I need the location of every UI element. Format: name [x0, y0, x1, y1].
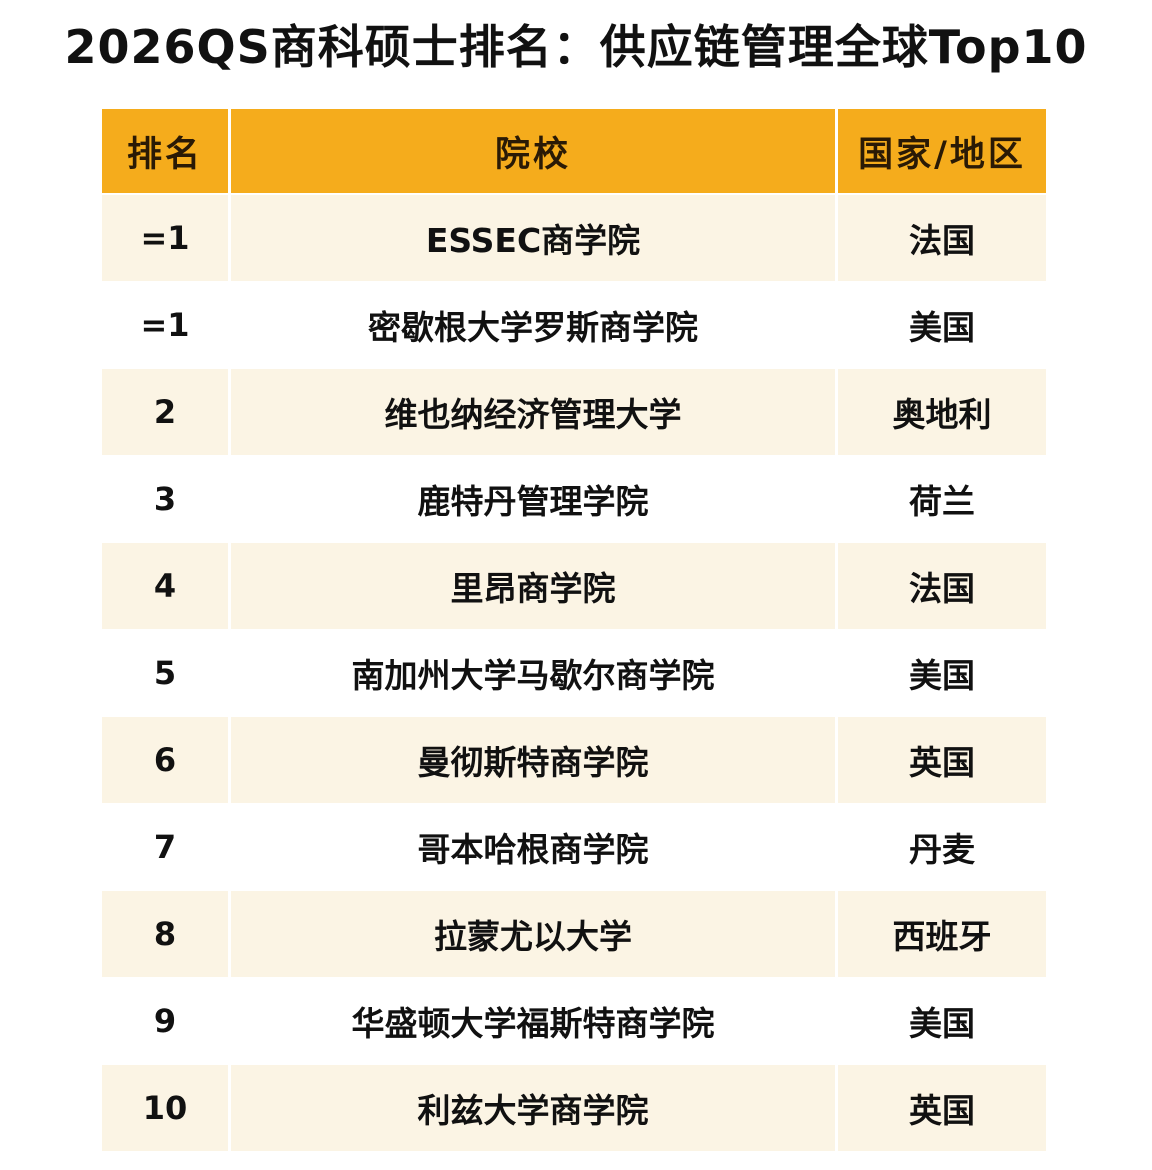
country-cell: 奥地利 [838, 369, 1046, 455]
rank-cell: 8 [102, 891, 228, 977]
rank-cell: 2 [102, 369, 228, 455]
school-cell: 哥本哈根商学院 [231, 804, 835, 890]
country-cell: 英国 [838, 717, 1046, 803]
rank-cell: =1 [102, 195, 228, 281]
school-cell: 里昂商学院 [231, 543, 835, 629]
table-row: 8 拉蒙尤以大学 西班牙 [102, 891, 1046, 977]
country-cell: 美国 [838, 978, 1046, 1064]
rank-cell: 5 [102, 630, 228, 716]
country-cell: 美国 [838, 630, 1046, 716]
rank-cell: 10 [102, 1065, 228, 1151]
table-row: 3 鹿特丹管理学院 荷兰 [102, 456, 1046, 542]
school-cell: 维也纳经济管理大学 [231, 369, 835, 455]
table-row: =1 密歇根大学罗斯商学院 美国 [102, 282, 1046, 368]
school-cell: 曼彻斯特商学院 [231, 717, 835, 803]
rank-cell: 6 [102, 717, 228, 803]
rank-cell: =1 [102, 282, 228, 368]
school-cell: ESSEC商学院 [231, 195, 835, 281]
country-cell: 英国 [838, 1065, 1046, 1151]
rank-cell: 3 [102, 456, 228, 542]
table-row: 10 利兹大学商学院 英国 [102, 1065, 1046, 1151]
school-cell: 南加州大学马歇尔商学院 [231, 630, 835, 716]
ranking-table: 排名 院校 国家/地区 =1 ESSEC商学院 法国 =1 密歇根大学罗斯商学院… [102, 109, 1046, 1152]
school-cell: 利兹大学商学院 [231, 1065, 835, 1151]
header-country: 国家/地区 [838, 109, 1046, 193]
rank-cell: 4 [102, 543, 228, 629]
rank-cell: 7 [102, 804, 228, 890]
school-cell: 密歇根大学罗斯商学院 [231, 282, 835, 368]
country-cell: 法国 [838, 543, 1046, 629]
table-row: 5 南加州大学马歇尔商学院 美国 [102, 630, 1046, 716]
table-row: 9 华盛顿大学福斯特商学院 美国 [102, 978, 1046, 1064]
table-row: 2 维也纳经济管理大学 奥地利 [102, 369, 1046, 455]
table-row: 6 曼彻斯特商学院 英国 [102, 717, 1046, 803]
country-cell: 西班牙 [838, 891, 1046, 977]
header-school: 院校 [231, 109, 835, 193]
table-row: 7 哥本哈根商学院 丹麦 [102, 804, 1046, 890]
country-cell: 荷兰 [838, 456, 1046, 542]
page-title: 2026QS商科硕士排名：供应链管理全球Top10 [64, 20, 1088, 74]
table-row: 4 里昂商学院 法国 [102, 543, 1046, 629]
header-rank: 排名 [102, 109, 228, 193]
school-cell: 鹿特丹管理学院 [231, 456, 835, 542]
school-cell: 拉蒙尤以大学 [231, 891, 835, 977]
country-cell: 法国 [838, 195, 1046, 281]
table-row: =1 ESSEC商学院 法国 [102, 195, 1046, 281]
school-cell: 华盛顿大学福斯特商学院 [231, 978, 835, 1064]
country-cell: 美国 [838, 282, 1046, 368]
rank-cell: 9 [102, 978, 228, 1064]
table-header-row: 排名 院校 国家/地区 [102, 109, 1046, 193]
country-cell: 丹麦 [838, 804, 1046, 890]
